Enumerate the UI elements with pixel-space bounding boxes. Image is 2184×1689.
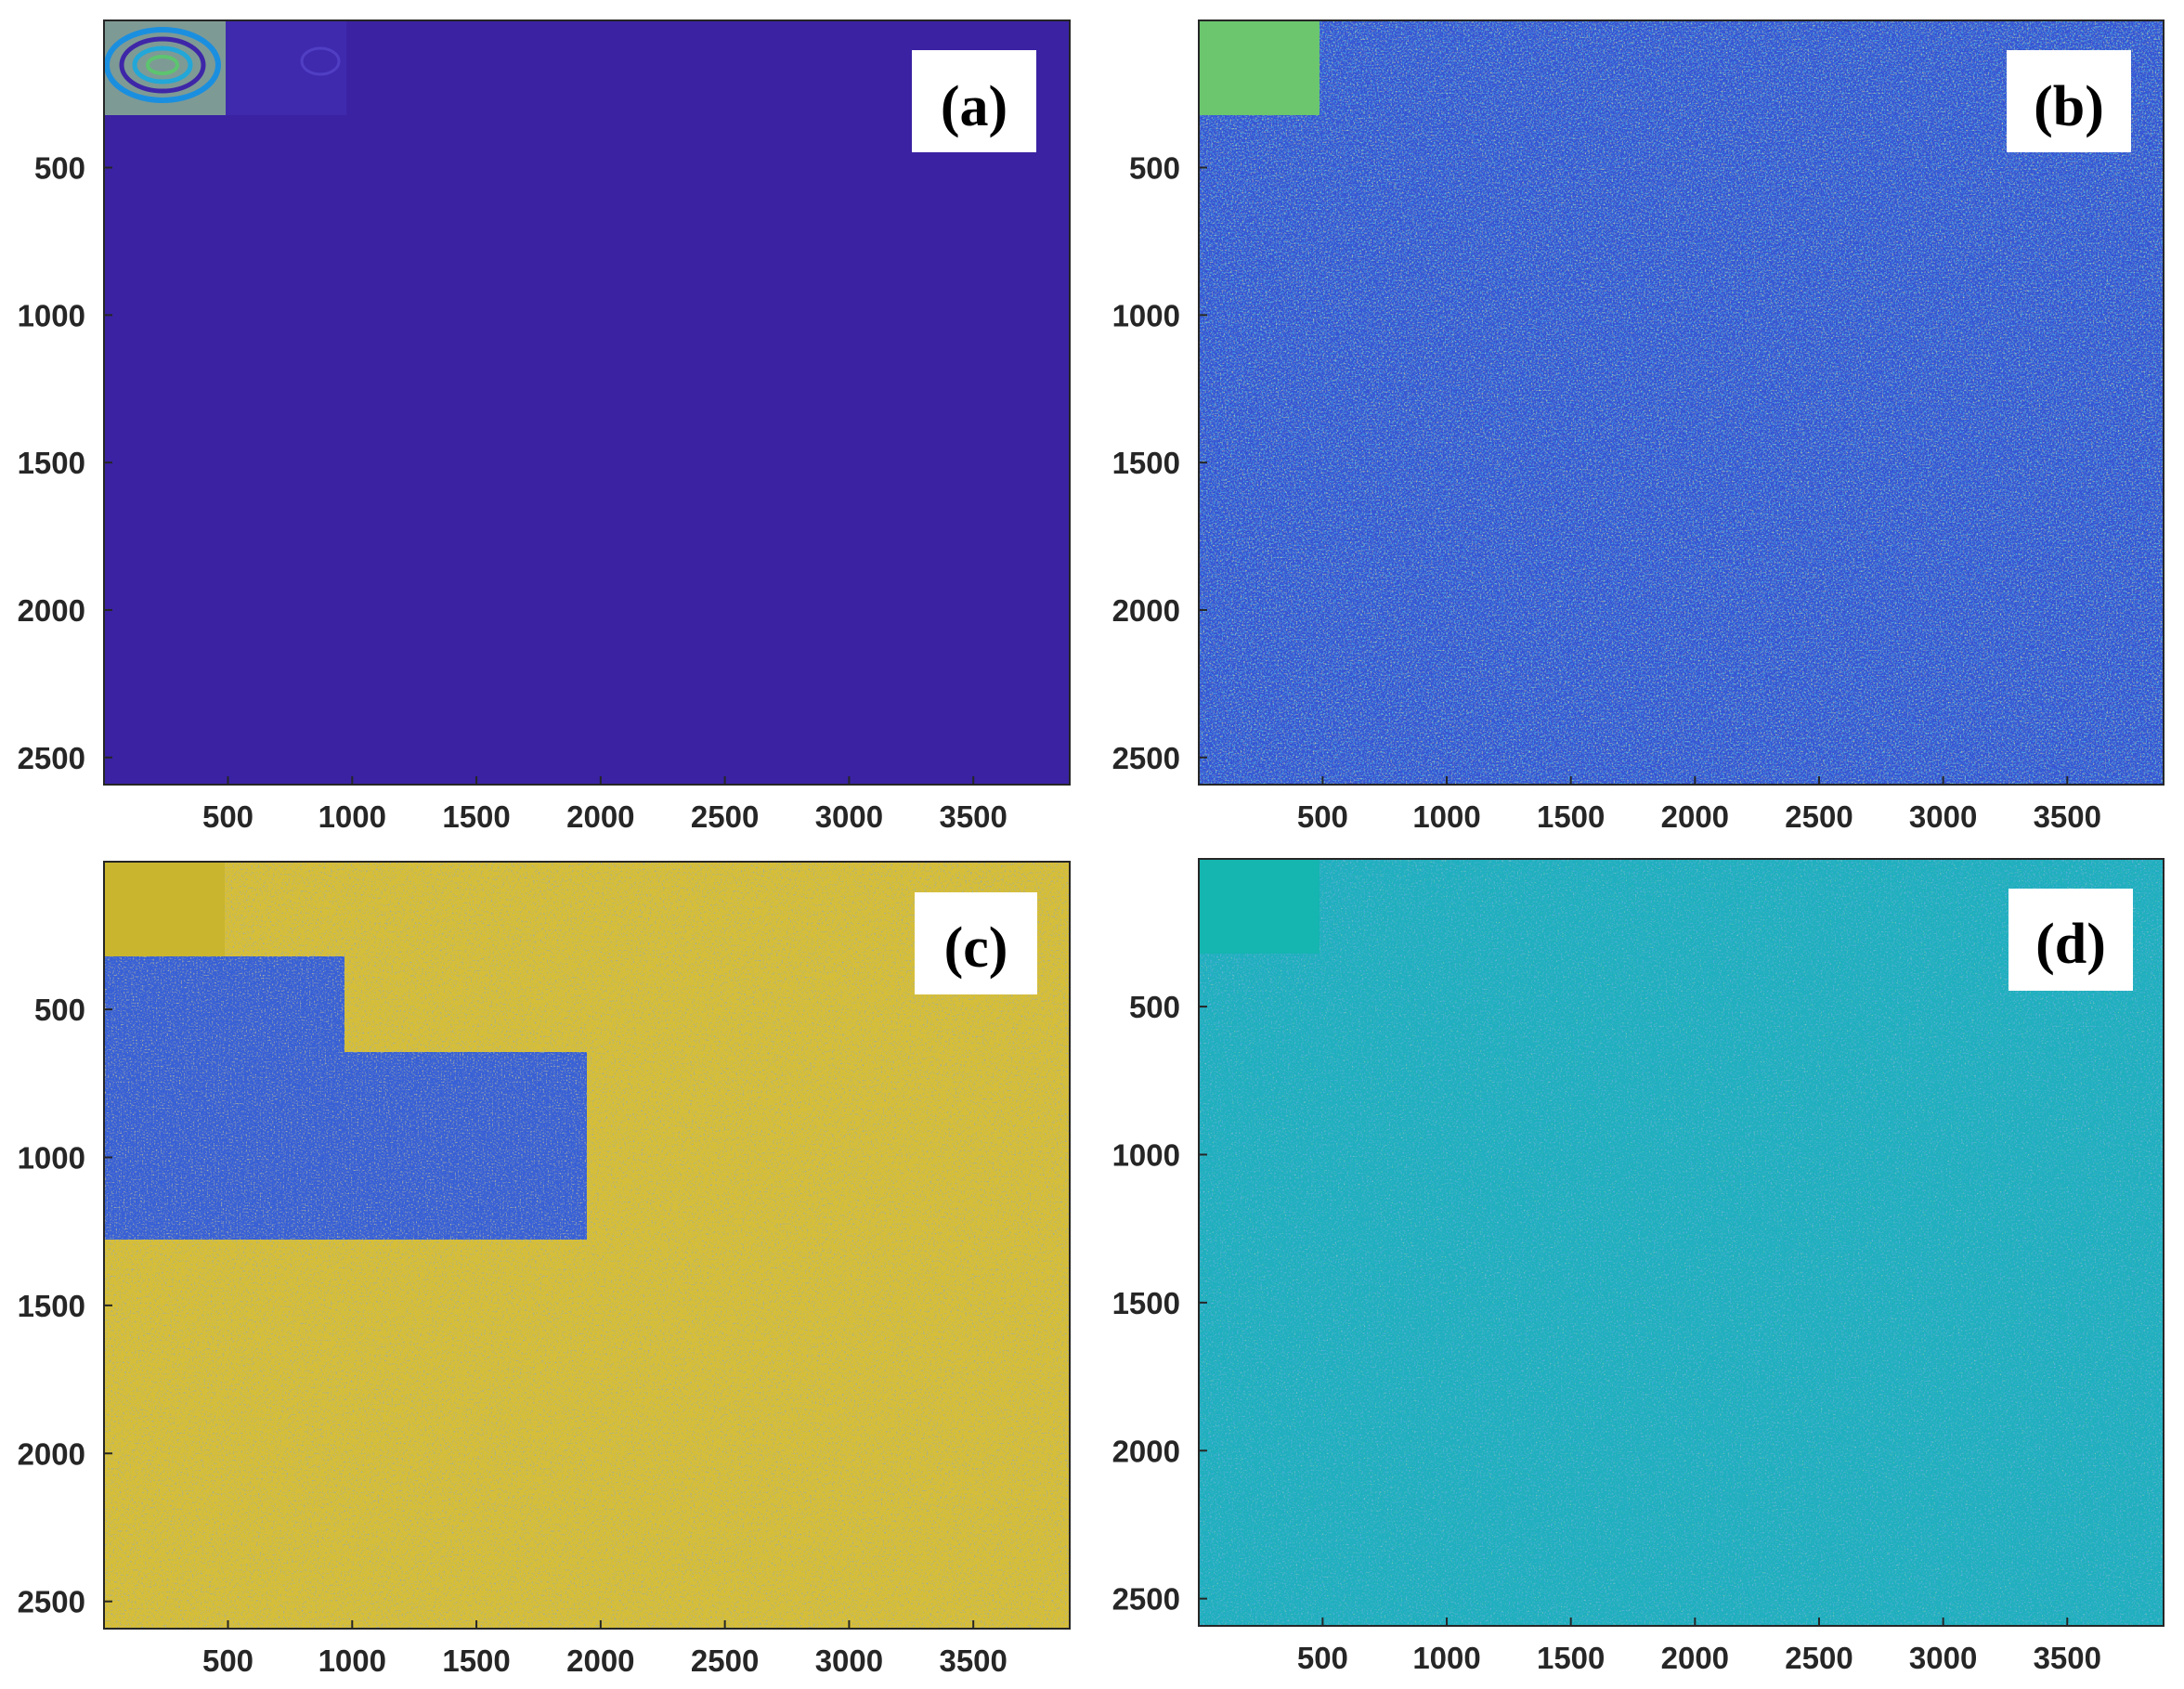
heatmap-panel-b: 500 1000 1500 2000 2500 3000 3500 500 1000 1500 2… <box>1112 19 2164 834</box>
x-tick-label: 1500 <box>442 799 510 834</box>
faint-ring <box>300 46 341 76</box>
x-tick-label: 2500 <box>691 799 759 834</box>
noise-yellow <box>1199 859 2164 1626</box>
y-tick-label: 2500 <box>18 1585 85 1619</box>
y-tick-label: 1500 <box>1112 1286 1180 1320</box>
x-ticks: 500 1000 1500 2000 2500 3000 3500 <box>1297 1618 2101 1675</box>
heatmap-panel-a: 500 1000 1500 2000 2500 3000 3500 500 1000 1500 2… <box>18 19 1071 834</box>
x-ticks: 500 1000 1500 2000 2500 3000 3500 <box>1297 776 2101 834</box>
x-tick-label: 3000 <box>1909 1641 1977 1675</box>
y-tick-label: 1000 <box>1112 1137 1180 1172</box>
panel-label: (c) <box>944 916 1008 980</box>
panel-label: (a) <box>941 75 1008 138</box>
x-tick-label: 2500 <box>1785 799 1852 834</box>
y-tick-label: 500 <box>1129 151 1180 186</box>
x-tick-label: 2500 <box>1785 1641 1852 1675</box>
y-tick-label: 1500 <box>1112 446 1180 480</box>
y-tick-label: 1500 <box>18 446 85 480</box>
axes-box <box>103 861 1071 1630</box>
heatmap-panel-c: 500 1000 1500 2000 2500 3000 3500 500 1000 1500 2… <box>18 861 1071 1678</box>
x-tick-label: 2500 <box>691 1644 759 1678</box>
x-tick-label: 2000 <box>566 1644 634 1678</box>
x-tick-label: 3500 <box>2034 1641 2101 1675</box>
panel-label-box <box>2008 889 2133 991</box>
x-tick-label: 500 <box>1297 799 1348 834</box>
block-top-left-rings <box>104 21 226 115</box>
x-tick-label: 1000 <box>318 799 386 834</box>
x-tick-label: 500 <box>202 1644 254 1678</box>
panel-label-box <box>915 892 1037 994</box>
x-tick-label: 2000 <box>566 799 634 834</box>
y-ticks: 500 1000 1500 2000 2500 <box>1112 990 1207 1617</box>
x-tick-label: 3000 <box>815 799 883 834</box>
y-tick-label: 2500 <box>1112 741 1180 775</box>
y-tick-label: 1000 <box>18 1140 85 1175</box>
y-ticks: 500 1000 1500 2000 2500 <box>1112 151 1207 775</box>
heatmap-panel-d: 500 1000 1500 2000 2500 3000 3500 500 1000 1500 2… <box>1112 858 2164 1675</box>
x-tick-label: 2000 <box>1661 1641 1729 1675</box>
block-top-left-green <box>1200 21 1320 115</box>
x-tick-label: 3500 <box>939 1644 1007 1678</box>
noise-blue-region-upper <box>105 956 344 1052</box>
x-tick-label: 3500 <box>939 799 1007 834</box>
noise-yellow <box>1199 20 2164 785</box>
x-tick-label: 1500 <box>1537 1641 1605 1675</box>
y-ticks: 500 1000 1500 2000 2500 <box>18 993 112 1619</box>
noise-blue-region-lower <box>105 1052 587 1240</box>
axes-box <box>103 19 1071 786</box>
axes-box <box>1198 858 2164 1627</box>
panel-label-box <box>912 50 1036 152</box>
y-tick-label: 2000 <box>1112 1434 1180 1468</box>
y-tick-label: 2000 <box>1112 593 1180 628</box>
x-tick-label: 500 <box>202 799 254 834</box>
panel-label: (b) <box>2034 75 2104 138</box>
x-tick-label: 1000 <box>1412 799 1480 834</box>
x-tick-label: 3000 <box>1909 799 1977 834</box>
panel-label-box <box>2007 50 2131 152</box>
x-ticks: 500 1000 1500 2000 2500 3000 3500 <box>202 1620 1008 1678</box>
axes-box <box>1198 19 2164 786</box>
x-tick-label: 3500 <box>2034 799 2101 834</box>
y-tick-label: 2500 <box>18 741 85 775</box>
y-tick-label: 500 <box>1129 990 1180 1024</box>
x-tick-label: 1500 <box>1537 799 1605 834</box>
block-top-left-olive <box>105 863 225 956</box>
block-faint-texture <box>226 21 346 115</box>
y-tick-label: 500 <box>34 151 85 186</box>
panel-label: (d) <box>2035 913 2106 976</box>
y-ticks: 500 1000 1500 2000 2500 <box>18 151 112 775</box>
x-tick-label: 500 <box>1297 1641 1348 1675</box>
y-tick-label: 1000 <box>18 298 85 332</box>
y-tick-label: 500 <box>34 993 85 1027</box>
x-tick-label: 2000 <box>1661 799 1729 834</box>
block-top-left-teal <box>1200 860 1320 954</box>
y-tick-label: 2000 <box>18 593 85 628</box>
x-tick-label: 1000 <box>318 1644 386 1678</box>
y-tick-label: 2000 <box>18 1436 85 1471</box>
y-tick-label: 1500 <box>18 1289 85 1323</box>
x-tick-label: 3000 <box>815 1644 883 1678</box>
x-ticks: 500 1000 1500 2000 2500 3000 3500 <box>202 776 1008 834</box>
x-tick-label: 1000 <box>1412 1641 1480 1675</box>
y-tick-label: 1000 <box>1112 298 1180 332</box>
x-tick-label: 1500 <box>442 1644 510 1678</box>
y-tick-label: 2500 <box>1112 1582 1180 1617</box>
plot-background <box>104 20 1070 785</box>
